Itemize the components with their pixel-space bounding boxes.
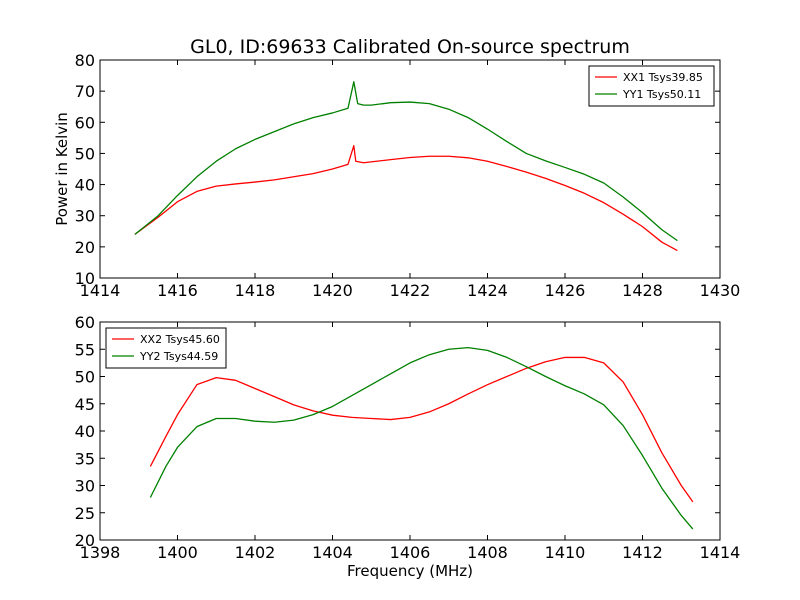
y-tick-label: 20 <box>75 531 95 550</box>
x-tick-label: 1422 <box>390 281 431 300</box>
x-tick-label: 1412 <box>622 543 663 562</box>
y-tick-label: 45 <box>75 395 95 414</box>
y-tick-label: 80 <box>75 51 95 70</box>
y-tick-label: 25 <box>75 504 95 523</box>
x-tick-label: 1420 <box>312 281 353 300</box>
y-tick-label: 60 <box>75 313 95 332</box>
y-tick-label: 50 <box>75 368 95 387</box>
x-tick-label: 1416 <box>157 281 198 300</box>
series-line-yy2 <box>149 346 694 530</box>
y-tick-label: 10 <box>75 269 95 288</box>
series-line-xx2 <box>149 356 694 503</box>
x-tick-label: 1428 <box>622 281 663 300</box>
y-tick-label: 35 <box>75 449 95 468</box>
y-axis-title: Power in Kelvin <box>53 112 71 226</box>
top-panel: 1414 1416 1418 1420 1422 1424 1426 1428 1430 10 20… <box>75 51 741 300</box>
x-tick-label: 1398 <box>80 543 121 562</box>
y-tick-label: 70 <box>75 82 95 101</box>
x-tick-label: 1426 <box>545 281 586 300</box>
legend-label: XX2 Tsys45.60 <box>140 333 220 346</box>
x-tick-label: 1404 <box>312 543 353 562</box>
y-tick-label: 30 <box>75 477 95 496</box>
legend-label: YY1 Tsys50.11 <box>622 88 701 101</box>
legend: XX2 Tsys45.60 YY2 Tsys44.59 <box>105 327 227 369</box>
bottom-panel: 1398 1400 1402 1404 1406 1408 1410 1412 1414 20 25… <box>75 313 741 562</box>
series-line-yy1 <box>134 81 678 242</box>
legend: XX1 Tsys39.85 YY1 Tsys50.11 <box>588 65 715 107</box>
y-tick-label: 20 <box>75 238 95 257</box>
series-line-xx1 <box>134 144 678 252</box>
x-tick-label: 1400 <box>157 543 198 562</box>
y-tick-label: 30 <box>75 207 95 226</box>
y-tick-label: 40 <box>75 422 95 441</box>
legend-label: YY2 Tsys44.59 <box>139 350 218 363</box>
x-tick-label: 1430 <box>700 281 741 300</box>
legend-label: XX1 Tsys39.85 <box>623 71 703 84</box>
x-tick-label: 1424 <box>467 281 508 300</box>
x-tick-label: 1410 <box>545 543 586 562</box>
x-tick-label: 1408 <box>467 543 508 562</box>
x-tick-label: 1414 <box>80 281 121 300</box>
x-tick-label: 1414 <box>700 543 741 562</box>
y-tick-label: 60 <box>75 113 95 132</box>
x-tick-label: 1418 <box>235 281 276 300</box>
y-tick-label: 50 <box>75 144 95 163</box>
y-tick-label: 55 <box>75 340 95 359</box>
x-axis-title: Frequency (MHz) <box>347 562 473 580</box>
figure-title: GL0, ID:69633 Calibrated On-source spect… <box>190 36 630 58</box>
y-tick-label: 40 <box>75 176 95 195</box>
legend-box <box>105 327 227 369</box>
legend-box <box>588 65 715 107</box>
x-tick-label: 1406 <box>390 543 431 562</box>
x-tick-label: 1402 <box>235 543 276 562</box>
